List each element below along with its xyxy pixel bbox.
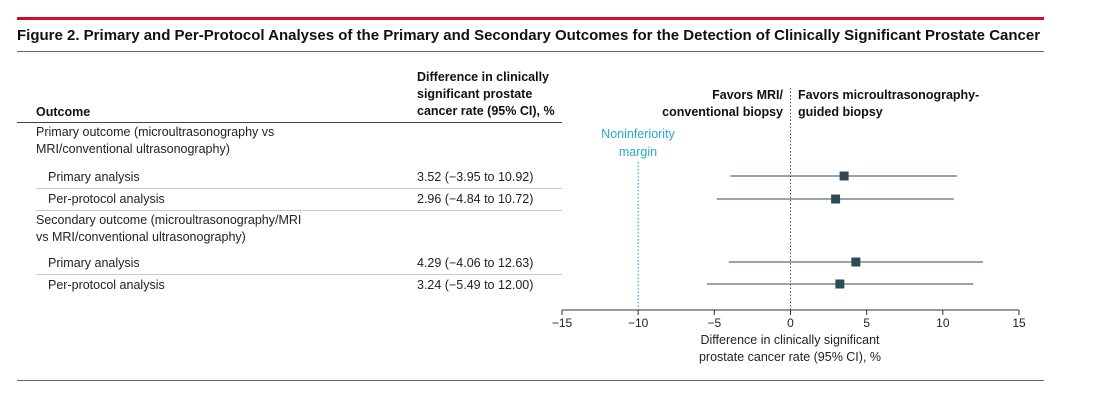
title-divider — [17, 51, 1044, 52]
row-value-primary-analysis-1: 3.52 (−3.95 to 10.92) — [417, 170, 534, 184]
x-axis-tick-label: −15 — [552, 316, 573, 330]
noninferiority-margin-label: Noninferiority margin — [601, 127, 675, 159]
row-label-per-protocol-2: Per-protocol analysis — [48, 278, 165, 292]
forest-plot-layer: −15 −10 −5 0 5 10 15 — [552, 88, 1026, 330]
header-divider — [17, 122, 562, 123]
row-divider — [36, 188, 562, 189]
x-axis-tick-label: 0 — [787, 316, 794, 330]
row-value-per-protocol-2: 3.24 (−5.49 to 12.00) — [417, 278, 534, 292]
x-axis-tick-label: 10 — [936, 316, 950, 330]
x-axis-tick-label: 5 — [863, 316, 870, 330]
point-estimate-marker — [835, 279, 845, 289]
row-value-primary-analysis-2: 4.29 (−4.06 to 12.63) — [417, 256, 534, 270]
point-estimate-marker — [831, 194, 841, 204]
point-estimate-marker — [839, 171, 849, 181]
outcome-column-header: Outcome — [36, 105, 91, 119]
top-accent-bar — [17, 17, 1044, 20]
row-value-per-protocol-1: 2.96 (−4.84 to 10.72) — [417, 192, 534, 206]
x-axis-label: Difference in clinically significant pro… — [698, 333, 882, 364]
difference-column-header: Difference in clinically significant pro… — [417, 70, 555, 118]
row-label-per-protocol-1: Per-protocol analysis — [48, 192, 165, 206]
row-label-primary-analysis-2: Primary analysis — [48, 256, 140, 270]
x-axis-tick-label: 15 — [1012, 316, 1026, 330]
favors-right-label: Favors microultrasonography- guided biop… — [798, 88, 980, 119]
favors-left-label: Favors MRI/ conventional biopsy — [662, 88, 783, 119]
x-axis-tick-label: −10 — [628, 316, 649, 330]
row-divider — [36, 210, 562, 211]
row-label-primary-analysis-1: Primary analysis — [48, 170, 140, 184]
group-label-primary-outcome: Primary outcome (microultrasonography vs… — [36, 125, 275, 156]
point-estimate-marker — [851, 257, 861, 267]
x-axis-tick-label: −5 — [707, 316, 721, 330]
bottom-divider — [17, 380, 1044, 381]
row-divider — [36, 274, 562, 275]
figure-title: Figure 2. Primary and Per-Protocol Analy… — [17, 27, 1041, 44]
group-label-secondary-outcome: Secondary outcome (microultrasonography/… — [36, 213, 302, 244]
